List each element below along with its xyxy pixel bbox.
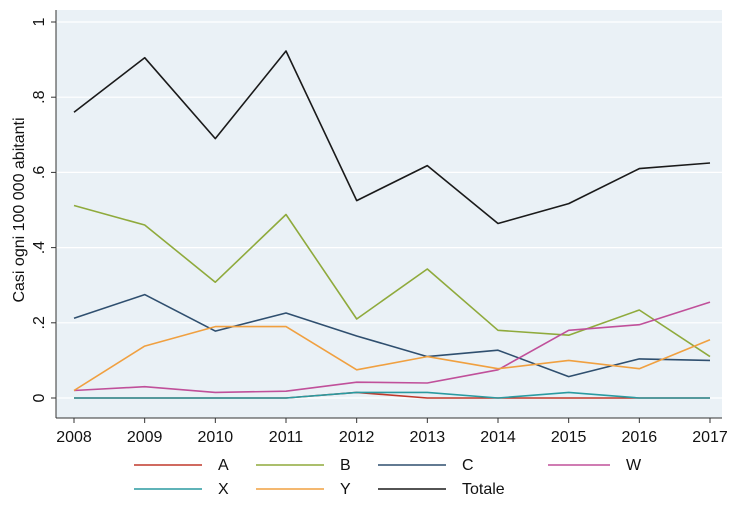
series-line-x — [74, 391, 710, 399]
series-line-y — [73, 325, 711, 392]
series-lines — [73, 50, 711, 399]
series-line-totale — [73, 50, 711, 225]
x-tick-label: 2010 — [198, 429, 234, 446]
y-tick-label: .6 — [31, 166, 48, 179]
y-tick-label: 0 — [31, 393, 48, 402]
x-tick-label: 2014 — [480, 429, 516, 446]
legend-label-y: Y — [340, 481, 351, 498]
plot-background — [56, 10, 722, 418]
y-tick-label: .8 — [31, 90, 48, 103]
x-tick-label: 2016 — [622, 429, 658, 446]
legend: A B C W X Y Totale — [134, 457, 642, 498]
legend-label-b: B — [340, 457, 351, 474]
legend-label-w: W — [626, 457, 642, 474]
x-axis: 2008 2009 2010 2011 2012 2013 2014 2015 2016 2017 — [56, 417, 728, 446]
x-tick-label: 2017 — [692, 429, 728, 446]
y-tick-label: .2 — [31, 316, 48, 329]
x-tick-label: 2012 — [339, 429, 375, 446]
y-axis-title: Casi ogni 100 000 abitanti — [11, 117, 28, 302]
legend-label-a: A — [218, 457, 229, 474]
x-tick-label: 2015 — [551, 429, 587, 446]
legend-label-x: X — [218, 481, 229, 498]
y-tick-label: 1 — [31, 17, 48, 26]
legend-label-totale: Totale — [462, 481, 505, 498]
x-tick-label: 2011 — [269, 429, 304, 446]
series-line-b — [73, 204, 711, 358]
x-tick-label: 2009 — [127, 429, 163, 446]
legend-label-c: C — [462, 457, 474, 474]
x-tick-label: 2008 — [56, 429, 92, 446]
y-axis: 0 .2 .4 .6 .8 1 — [31, 10, 57, 418]
y-tick-label: .4 — [31, 241, 48, 254]
x-tick-label: 2013 — [410, 429, 446, 446]
series-line-c — [73, 293, 711, 378]
series-line-w — [73, 301, 711, 394]
